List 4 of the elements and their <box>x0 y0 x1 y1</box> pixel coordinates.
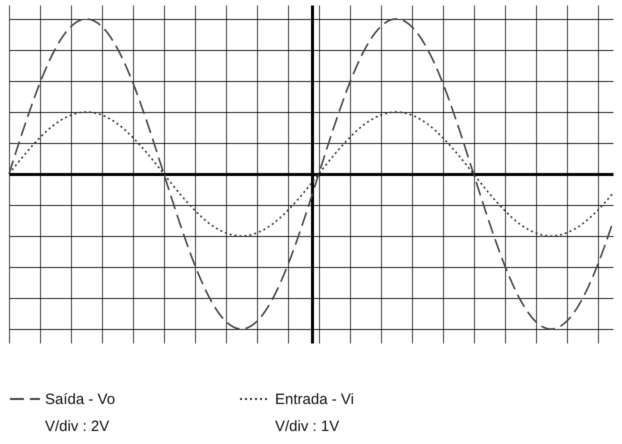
text: V/div : 2V <box>45 418 110 435</box>
legend-label: Entrada - Vi <box>275 391 354 408</box>
text: V/div : 1V <box>275 418 340 435</box>
legend-label: Saída - Vo <box>45 391 116 408</box>
